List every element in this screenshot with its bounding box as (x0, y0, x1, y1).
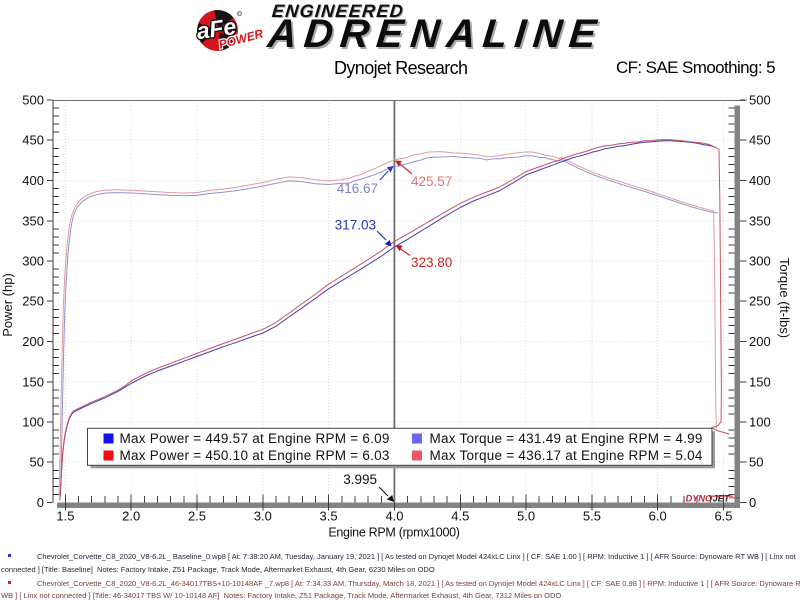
svg-text:4.0: 4.0 (385, 509, 403, 524)
svg-text:0: 0 (37, 495, 44, 510)
svg-text:3.995: 3.995 (343, 472, 377, 487)
svg-text:0: 0 (749, 495, 756, 510)
svg-text:3.5: 3.5 (320, 509, 338, 524)
svg-text:Max Torque = 436.17 at Engine: Max Torque = 436.17 at Engine RPM = 5.04 (430, 448, 703, 463)
svg-text:450: 450 (22, 133, 44, 148)
svg-text:400: 400 (749, 173, 771, 188)
svg-text:100: 100 (22, 415, 44, 430)
svg-text:200: 200 (749, 334, 771, 349)
svg-text:DYNO: DYNO (686, 494, 713, 505)
svg-text:50: 50 (749, 455, 763, 470)
svg-text:Torque (ft-lbs): Torque (ft-lbs) (777, 258, 792, 338)
svg-text:Max Torque = 431.49 at Engine: Max Torque = 431.49 at Engine RPM = 4.99 (430, 431, 703, 446)
svg-text:200: 200 (22, 334, 44, 349)
svg-text:500: 500 (749, 93, 771, 108)
svg-text:2.5: 2.5 (188, 509, 206, 524)
svg-text:5.0: 5.0 (517, 509, 535, 524)
svg-text:JET: JET (713, 494, 731, 505)
svg-text:4.5: 4.5 (451, 509, 469, 524)
svg-text:400: 400 (22, 173, 44, 188)
svg-text:5.5: 5.5 (583, 509, 601, 524)
svg-text:150: 150 (22, 374, 44, 389)
svg-text:Max Power = 449.57 at Engine R: Max Power = 449.57 at Engine RPM = 6.09 (120, 431, 390, 446)
svg-text:1.5: 1.5 (56, 509, 74, 524)
svg-text:6.5: 6.5 (714, 509, 732, 524)
svg-text:300: 300 (22, 254, 44, 269)
svg-text:317.03: 317.03 (335, 218, 376, 233)
svg-text:300: 300 (749, 254, 771, 269)
svg-text:2.0: 2.0 (122, 509, 140, 524)
svg-text:250: 250 (22, 294, 44, 309)
svg-text:450: 450 (749, 133, 771, 148)
svg-text:Engine RPM (rpmx1000): Engine RPM (rpmx1000) (328, 526, 459, 540)
svg-text:250: 250 (749, 294, 771, 309)
svg-text:150: 150 (749, 374, 771, 389)
svg-text:500: 500 (22, 93, 44, 108)
svg-text:50: 50 (30, 455, 44, 470)
svg-text:Power (hp): Power (hp) (0, 273, 15, 337)
svg-text:416.67: 416.67 (337, 181, 378, 196)
svg-text:R: R (238, 12, 241, 16)
svg-text:100: 100 (749, 415, 771, 430)
svg-text:6.0: 6.0 (649, 509, 667, 524)
svg-text:323.80: 323.80 (411, 255, 452, 270)
svg-text:350: 350 (749, 213, 771, 228)
svg-text:3.0: 3.0 (254, 509, 272, 524)
svg-text:350: 350 (22, 213, 44, 228)
svg-text:425.57: 425.57 (411, 174, 452, 189)
svg-text:Max Power = 450.10 at Engine R: Max Power = 450.10 at Engine RPM = 6.03 (120, 448, 390, 463)
